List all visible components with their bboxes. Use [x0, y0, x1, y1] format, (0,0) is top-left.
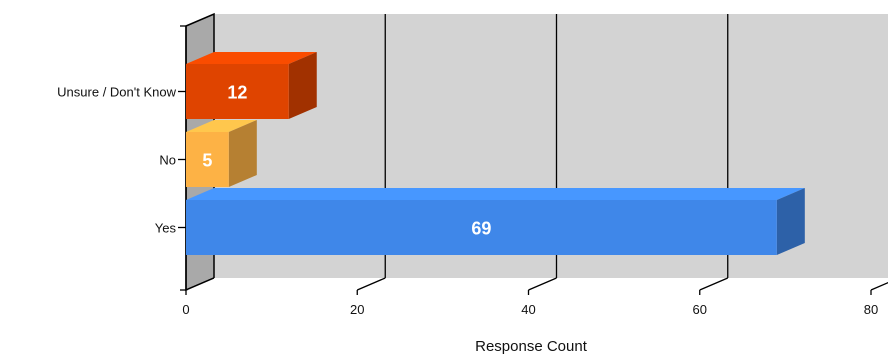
x-tick-label: 0 [182, 302, 189, 317]
x-tick-label: 80 [864, 302, 878, 317]
bar-value-label: 5 [202, 151, 212, 171]
category-label: Yes [155, 221, 177, 236]
category-label: No [159, 153, 176, 168]
bar-value-label: 69 [471, 219, 491, 239]
x-tick-label: 20 [350, 302, 364, 317]
bar-value-label: 12 [227, 83, 247, 103]
bar-top-face [186, 188, 805, 200]
x-tick-label: 60 [693, 302, 707, 317]
x-axis-title: Response Count [475, 338, 588, 355]
category-label: Unsure / Don't Know [57, 85, 176, 100]
plot-floor [186, 278, 888, 290]
x-tick-label: 40 [521, 302, 535, 317]
